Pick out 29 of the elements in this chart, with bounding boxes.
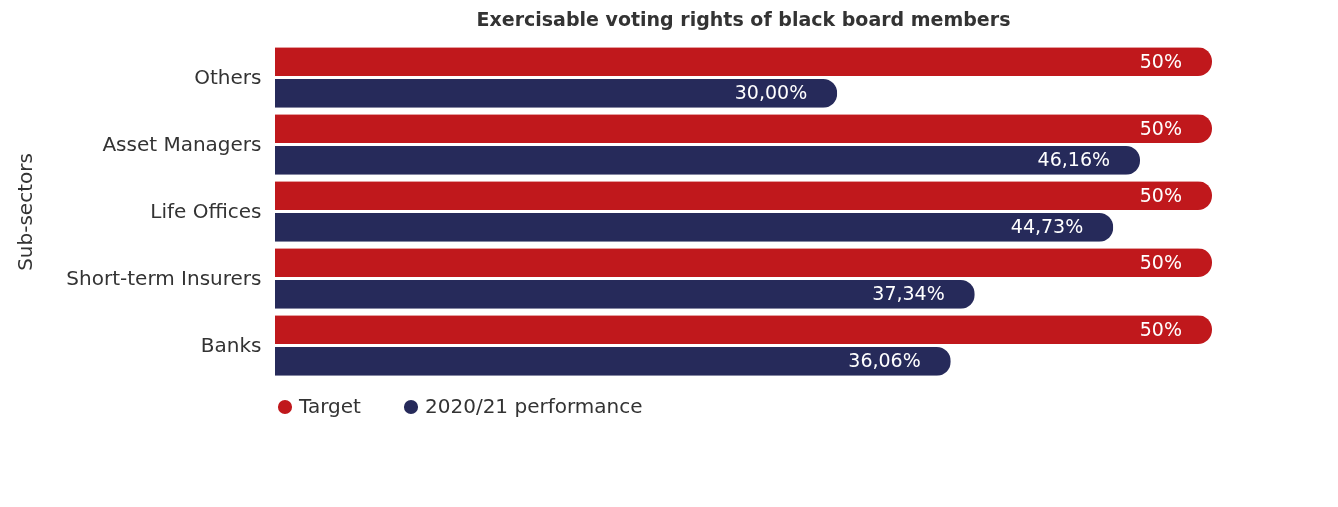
- data-label: 30,00%: [734, 81, 808, 104]
- data-label: 37,34%: [872, 282, 945, 305]
- data-label: 50%: [1139, 250, 1182, 273]
- bar: [275, 315, 1212, 344]
- legend-label: Target: [298, 394, 362, 418]
- data-label: 50%: [1139, 116, 1182, 139]
- bar: [275, 181, 1212, 210]
- bar: [275, 213, 1114, 242]
- y-axis-title: Sub-sectors: [12, 153, 37, 271]
- data-label: 36,06%: [848, 349, 921, 372]
- y-tick-label: Life Offices: [150, 198, 262, 223]
- bar: [275, 248, 1212, 277]
- bar: [275, 79, 838, 108]
- data-label: 50%: [1139, 317, 1182, 340]
- bar: [275, 347, 951, 376]
- bar: [275, 146, 1141, 175]
- data-label: 50%: [1139, 49, 1182, 72]
- legend-label: 2020/21 performance: [425, 394, 643, 418]
- bar: [275, 280, 975, 309]
- chart-title: Exercisable voting rights of black board members: [476, 8, 1011, 30]
- data-label: 46,16%: [1037, 148, 1111, 171]
- data-label: 50%: [1139, 183, 1182, 206]
- bar: [275, 114, 1212, 143]
- data-label: 44,73%: [1010, 215, 1084, 238]
- y-tick-label: Asset Managers: [102, 131, 262, 156]
- y-tick-label: Others: [194, 64, 262, 89]
- y-tick-label: Banks: [200, 332, 262, 357]
- y-tick-label: Short-term Insurers: [66, 265, 262, 290]
- bar: [275, 47, 1212, 76]
